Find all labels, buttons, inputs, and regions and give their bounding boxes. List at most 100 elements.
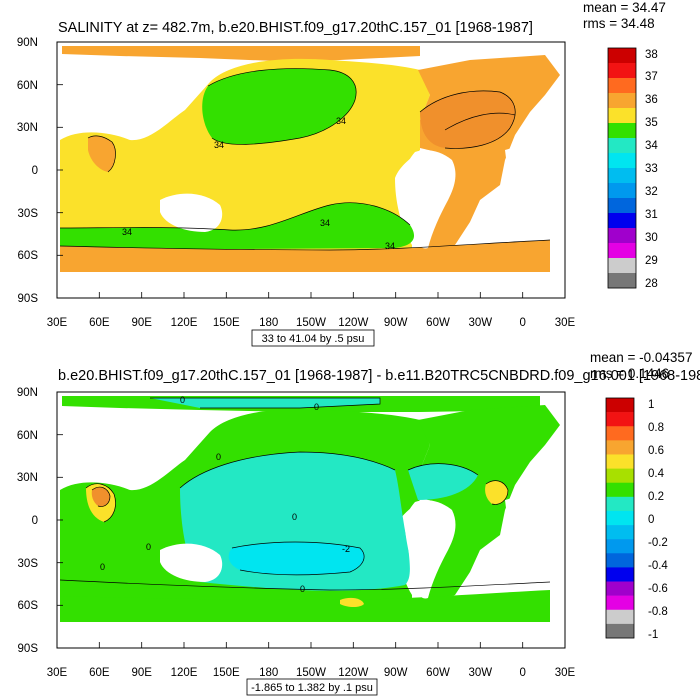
contour-line xyxy=(419,90,516,149)
antarctica xyxy=(57,622,565,648)
colorbar-swatch xyxy=(606,623,634,639)
lat-tick-label: 60N xyxy=(17,80,38,92)
africa xyxy=(505,140,565,235)
colorbar-label: 37 xyxy=(645,71,658,83)
arabian-sea-peak xyxy=(91,487,110,507)
colorbar-label: -0.4 xyxy=(648,560,668,572)
lat-tick-label: 90N xyxy=(17,37,38,49)
arctic-low-area xyxy=(150,398,380,408)
contour-label: 0 xyxy=(100,562,105,572)
lon-tick-label: 90W xyxy=(384,317,408,329)
salinity-contours xyxy=(59,68,551,251)
difference-range-box xyxy=(246,678,378,696)
atlantic-low-area xyxy=(408,463,478,500)
colorbar-swatch xyxy=(606,440,634,455)
arctic-ocean xyxy=(62,46,420,62)
colorbar-swatch xyxy=(608,78,636,94)
southern-high-patch xyxy=(340,597,364,607)
contour-line xyxy=(85,483,116,523)
contour-line xyxy=(231,541,365,576)
salinity-ticks xyxy=(56,41,566,299)
contour-label: 0 xyxy=(216,452,221,462)
lon-tick-label: 150E xyxy=(213,317,240,329)
salinity-colorbar-labels: 38 37 36 35 34 33 32 31 30 29 28 xyxy=(645,49,658,290)
colorbar-swatch xyxy=(606,525,634,540)
contour-line xyxy=(485,480,509,505)
colorbar-label: 0.2 xyxy=(648,491,664,503)
contour-label: 34 xyxy=(214,140,224,150)
lon-tick-label: 30E xyxy=(47,667,68,679)
difference-colorbar xyxy=(605,397,635,639)
lat-tick-label: 90S xyxy=(18,643,39,655)
colorbar-label: 0.4 xyxy=(648,468,665,480)
contour-label: 34 xyxy=(122,227,132,237)
lon-tick-label: 30W xyxy=(468,667,492,679)
colorbar-frame xyxy=(607,47,637,289)
contour-label: 0 xyxy=(314,402,319,412)
contour-line xyxy=(59,239,551,251)
difference-range-label: -1.865 to 1.382 by .1 psu xyxy=(251,682,373,694)
south-america xyxy=(405,500,456,599)
contour-line xyxy=(87,135,116,173)
contour-label: 34 xyxy=(336,116,346,126)
difference-ticks xyxy=(56,391,566,649)
colorbar-label: -0.2 xyxy=(648,537,668,549)
lon-tick-label: 0 xyxy=(519,317,525,329)
contour-label: -2 xyxy=(342,544,350,554)
lon-tick-label: 90E xyxy=(131,317,152,329)
lon-tick-label: 150E xyxy=(213,667,240,679)
lon-tick-label: 60E xyxy=(89,667,110,679)
difference-lat-labels: 90N 60N 30N 0 30S 60S 90S xyxy=(17,387,38,655)
salinity-rms: rms = 34.48 xyxy=(583,16,655,31)
lon-tick-label: 60W xyxy=(426,317,450,329)
contour-label: 0 xyxy=(292,512,297,522)
contour-line xyxy=(150,397,381,409)
lon-tick-label: 90E xyxy=(131,667,152,679)
colorbar-swatch xyxy=(608,153,636,169)
pacific-lower-area xyxy=(228,542,365,575)
lon-tick-label: 30W xyxy=(468,317,492,329)
lat-tick-label: 30S xyxy=(18,558,39,570)
lat-tick-label: 60S xyxy=(18,250,39,262)
colorbar-swatch xyxy=(608,63,636,79)
colorbar-swatch xyxy=(608,108,636,124)
contour-label: 34 xyxy=(385,241,395,251)
atlantic-ocean xyxy=(418,405,560,600)
lat-tick-label: 0 xyxy=(32,515,38,527)
contour-line xyxy=(179,451,396,489)
difference-rms: rms = 0.1446 xyxy=(590,366,669,381)
lon-tick-label: 120W xyxy=(338,667,368,679)
colorbar-swatch xyxy=(606,595,634,611)
colorbar-swatch xyxy=(608,228,636,244)
salinity-range-label: 33 to 41.04 by .5 psu xyxy=(262,333,365,345)
difference-panel: b.e20.BHIST.f09_g17.20thC.157_01 [1968-1… xyxy=(17,350,700,696)
north-atlantic-high xyxy=(420,90,516,149)
difference-title: b.e20.BHIST.f09_g17.20thC.157_01 [1968-1… xyxy=(58,368,700,384)
lon-tick-label: 60E xyxy=(89,317,110,329)
colorbar-swatch xyxy=(608,273,636,289)
antarctica xyxy=(57,272,565,298)
colorbar-label: 0.6 xyxy=(648,445,664,457)
salinity-panel: SALINITY at z= 482.7m, b.e20.BHIST.f09_g… xyxy=(17,0,666,347)
salinity-mean: mean = 34.47 xyxy=(583,0,666,15)
africa xyxy=(505,490,565,585)
australia xyxy=(160,193,223,232)
colorbar-label: 36 xyxy=(645,94,658,106)
contour-line xyxy=(91,486,111,507)
salinity-map: 34 34 34 34 34 xyxy=(57,42,565,298)
colorbar-label: -1 xyxy=(648,629,658,641)
colorbar-swatch xyxy=(608,138,636,154)
colorbar-label: 30 xyxy=(645,232,658,244)
colorbar-swatch xyxy=(606,553,634,568)
lon-tick-label: 120E xyxy=(171,317,198,329)
arabian-sea-high xyxy=(88,135,116,172)
salinity-lat-labels: 90N 60N 30N 0 30S 60S 90S xyxy=(17,37,38,305)
north-pacific-low-band xyxy=(202,68,357,145)
colorbar-frame xyxy=(605,397,635,639)
colorbar-swatch xyxy=(606,496,634,512)
colorbar-label: 0.8 xyxy=(648,422,664,434)
lon-tick-label: 180 xyxy=(259,667,278,679)
colorbar-label: 33 xyxy=(645,163,658,175)
colorbar-swatch xyxy=(606,398,634,413)
